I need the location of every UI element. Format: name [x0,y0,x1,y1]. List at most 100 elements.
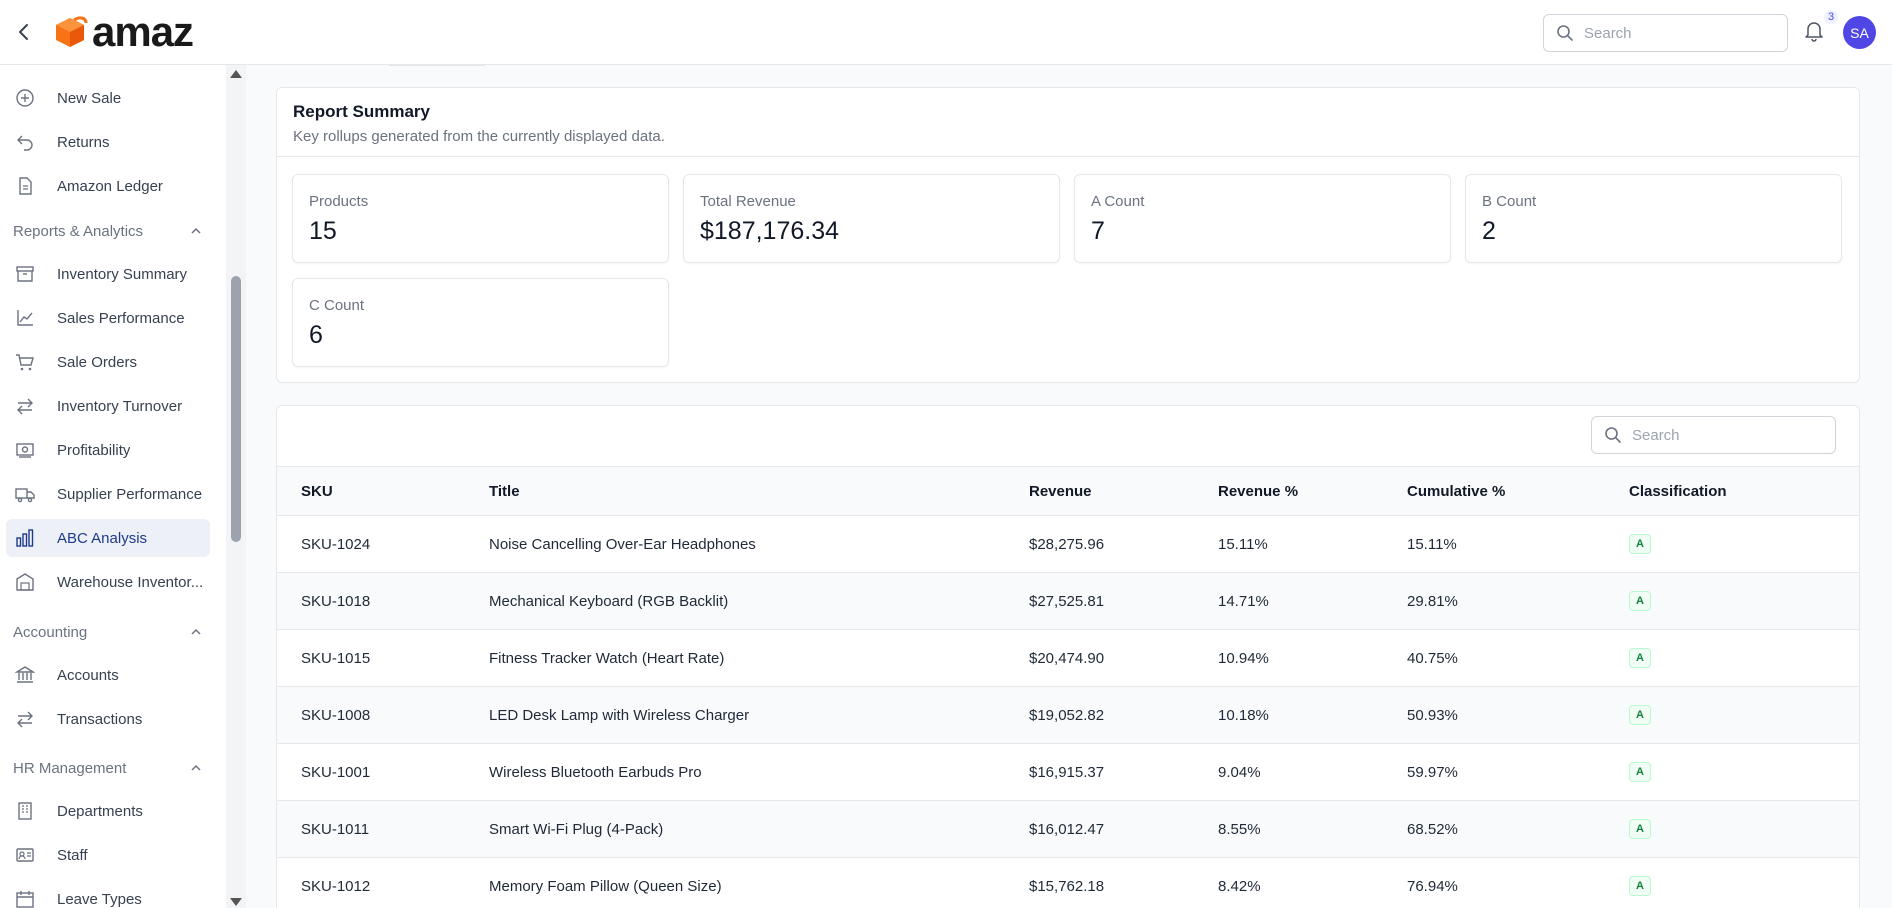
sidebar-item-inventory-summary[interactable]: Inventory Summary [6,255,210,293]
section-label: HR Management [13,759,127,777]
column-header-revenue-pct[interactable]: Revenue % [1194,466,1383,516]
cell-revenue: $28,275.96 [1005,515,1194,573]
cell-revenue-pct: 10.94% [1194,629,1383,687]
sidebar-item-warehouse-inventory[interactable]: Warehouse Inventor... [6,563,210,601]
sidebar-item-transactions[interactable]: Transactions [6,700,210,738]
sidebar-item-profitability[interactable]: Profitability [6,431,210,469]
logo-text: amaz [92,8,194,55]
column-header-cumulative-pct[interactable]: Cumulative % [1383,466,1605,516]
table-search[interactable] [1591,416,1836,454]
user-avatar[interactable]: SA [1843,16,1876,49]
sidebar-item-label: Staff [57,846,88,864]
cell-title: Noise Cancelling Over-Ear Headphones [465,515,1005,573]
cell-revenue: $16,012.47 [1005,800,1194,858]
scroll-up-arrow-icon[interactable] [230,70,242,78]
table-row[interactable]: SKU-1018 Mechanical Keyboard (RGB Backli… [277,572,1859,630]
table-search-input[interactable] [1632,426,1812,444]
column-header-revenue[interactable]: Revenue [1005,466,1194,516]
cell-title: Smart Wi-Fi Plug (4-Pack) [465,800,1005,858]
sidebar-item-label: Departments [57,802,143,820]
stat-value: 7 [1091,217,1105,245]
search-icon [1557,25,1573,41]
column-header-title[interactable]: Title [465,466,1005,516]
classification-badge: A [1629,819,1651,839]
app-logo[interactable]: amaz [52,8,194,55]
stat-total-revenue: Total Revenue $187,176.34 [683,174,1060,263]
cube-logo-icon [56,16,88,47]
cell-sku: SKU-1024 [277,515,465,573]
sidebar-item-leave-types[interactable]: Leave Types [6,880,210,908]
global-search[interactable] [1543,14,1788,52]
cell-cumulative-pct: 40.75% [1383,629,1605,687]
table-header-row: SKU Title Revenue Revenue % Cumulative %… [277,466,1859,516]
section-hr-management[interactable]: HR Management [13,756,203,780]
classification-badge: A [1629,648,1651,668]
sidebar-item-label: Accounts [57,666,119,684]
sidebar-item-label: Supplier Performance [57,485,203,503]
sidebar-item-label: Inventory Summary [57,265,188,283]
table-row[interactable]: SKU-1012 Memory Foam Pillow (Queen Size)… [277,857,1859,908]
classification-badge: A [1629,705,1651,725]
cell-revenue-pct: 10.18% [1194,686,1383,744]
section-reports-analytics[interactable]: Reports & Analytics [13,219,203,243]
cell-title: LED Desk Lamp with Wireless Charger [465,686,1005,744]
report-summary-card: Report Summary Key rollups generated fro… [276,87,1860,383]
cell-title: Wireless Bluetooth Earbuds Pro [465,743,1005,801]
classification-badge: A [1629,591,1651,611]
section-label: Accounting [13,623,88,641]
sidebar-item-departments[interactable]: Departments [6,792,210,830]
sidebar-item-label: Amazon Ledger [57,177,163,195]
table-row[interactable]: SKU-1008 LED Desk Lamp with Wireless Cha… [277,686,1859,744]
search-icon [1605,427,1621,443]
notifications-button[interactable] [1803,20,1827,44]
sidebar-item-label: Inventory Turnover [57,397,183,415]
sidebar-item-label: Sales Performance [57,309,185,327]
sidebar-item-returns[interactable]: Returns [6,123,210,161]
sidebar-item-supplier-performance[interactable]: Supplier Performance [6,475,210,513]
stat-b-count: B Count 2 [1465,174,1842,263]
sidebar-item-label: Profitability [57,441,131,459]
chevron-up-icon [191,764,201,771]
sidebar-item-label: Transactions [57,710,143,728]
back-button[interactable] [12,20,36,44]
stat-value: $187,176.34 [700,217,840,245]
sidebar-item-new-sale[interactable]: New Sale [6,79,210,117]
column-header-sku[interactable]: SKU [277,466,465,516]
report-summary-title: Report Summary [293,102,430,121]
sidebar-item-staff[interactable]: Staff [6,836,210,874]
sidebar-item-abc-analysis[interactable]: ABC Analysis [6,519,210,557]
report-summary-subtitle: Key rollups generated from the currently… [293,128,665,145]
cell-revenue: $27,525.81 [1005,572,1194,630]
sidebar-item-label: Leave Types [57,890,142,908]
stat-label: Total Revenue [700,193,796,210]
table-row[interactable]: SKU-1001 Wireless Bluetooth Earbuds Pro … [277,743,1859,801]
table-row[interactable]: SKU-1015 Fitness Tracker Watch (Heart Ra… [277,629,1859,687]
sidebar-item-accounts[interactable]: Accounts [6,656,210,694]
cell-sku: SKU-1012 [277,857,465,908]
abc-analysis-table: SKU Title Revenue Revenue % Cumulative %… [277,466,1859,908]
cell-cumulative-pct: 50.93% [1383,686,1605,744]
scroll-down-arrow-icon[interactable] [230,898,242,906]
sidebar-item-amazon-ledger[interactable]: Amazon Ledger [6,167,210,205]
classification-badge: A [1629,876,1651,896]
chevron-up-icon [191,227,201,234]
truck-icon [14,483,36,505]
cell-revenue: $19,052.82 [1005,686,1194,744]
sidebar: New Sale Returns Amazon Ledger Reports &… [0,65,226,908]
section-accounting[interactable]: Accounting [13,620,203,644]
column-header-classification[interactable]: Classification [1605,466,1859,516]
stat-label: C Count [309,297,365,314]
sidebar-item-sale-orders[interactable]: Sale Orders [6,343,210,381]
sidebar-item-sales-performance[interactable]: Sales Performance [6,299,210,337]
table-row[interactable]: SKU-1011 Smart Wi-Fi Plug (4-Pack) $16,0… [277,800,1859,858]
stat-label: B Count [1482,193,1537,210]
cell-sku: SKU-1001 [277,743,465,801]
cell-revenue-pct: 8.55% [1194,800,1383,858]
warehouse-icon [14,571,36,593]
table-row[interactable]: SKU-1024 Noise Cancelling Over-Ear Headp… [277,515,1859,573]
global-search-input[interactable] [1584,24,1764,42]
section-label: Reports & Analytics [13,222,144,240]
sidebar-scrollbar-thumb[interactable] [231,276,241,542]
cell-revenue: $20,474.90 [1005,629,1194,687]
sidebar-item-inventory-turnover[interactable]: Inventory Turnover [6,387,210,425]
